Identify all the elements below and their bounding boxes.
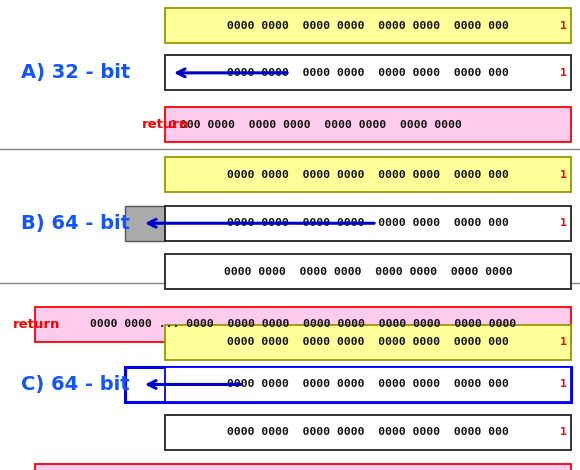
Text: 1: 1 <box>560 337 567 347</box>
FancyBboxPatch shape <box>165 55 571 90</box>
FancyBboxPatch shape <box>35 306 571 342</box>
Text: 0000 0000  0000 0000  0000 0000  0000 000: 0000 0000 0000 0000 0000 0000 0000 000 <box>227 218 509 228</box>
Text: A) 32 - bit: A) 32 - bit <box>21 63 130 82</box>
Text: 1: 1 <box>170 119 177 130</box>
Text: 1: 1 <box>560 170 567 180</box>
Text: C) 64 - bit: C) 64 - bit <box>21 375 130 394</box>
FancyBboxPatch shape <box>165 107 571 142</box>
Text: 0000 0000  0000 0000  0000 0000  0000 000: 0000 0000 0000 0000 0000 0000 0000 000 <box>227 379 509 390</box>
Text: 1: 1 <box>560 68 567 78</box>
FancyBboxPatch shape <box>35 464 571 470</box>
FancyBboxPatch shape <box>165 324 571 360</box>
FancyBboxPatch shape <box>165 367 571 402</box>
Text: 1: 1 <box>560 427 567 438</box>
Text: 0000 0000  0000 0000  0000 0000  0000 000: 0000 0000 0000 0000 0000 0000 0000 000 <box>227 21 509 31</box>
FancyBboxPatch shape <box>165 254 571 289</box>
Text: 0000 0000  0000 0000  0000 0000  0000 0000: 0000 0000 0000 0000 0000 0000 0000 0000 <box>224 266 513 277</box>
FancyBboxPatch shape <box>165 8 571 44</box>
Text: 1: 1 <box>560 218 567 228</box>
Text: return: return <box>142 118 190 131</box>
FancyBboxPatch shape <box>165 157 571 193</box>
Text: 1: 1 <box>560 21 567 31</box>
Text: 000 0000  0000 0000  0000 0000  0000 0000: 000 0000 0000 0000 0000 0000 0000 0000 <box>180 119 462 130</box>
Text: 0000 0000 ... 0000  0000 0000  0000 0000  0000 0000  0000 0000: 0000 0000 ... 0000 0000 0000 0000 0000 0… <box>90 319 516 329</box>
Text: 1: 1 <box>560 379 567 390</box>
FancyBboxPatch shape <box>125 206 165 241</box>
Text: 0000 0000  0000 0000  0000 0000  0000 000: 0000 0000 0000 0000 0000 0000 0000 000 <box>227 68 509 78</box>
Text: 0000 0000  0000 0000  0000 0000  0000 000: 0000 0000 0000 0000 0000 0000 0000 000 <box>227 170 509 180</box>
Text: B) 64 - bit: B) 64 - bit <box>21 214 130 233</box>
Text: 0000 0000  0000 0000  0000 0000  0000 000: 0000 0000 0000 0000 0000 0000 0000 000 <box>227 337 509 347</box>
FancyBboxPatch shape <box>165 415 571 450</box>
FancyBboxPatch shape <box>165 206 571 241</box>
Text: return: return <box>13 318 60 331</box>
Text: 0000 0000  0000 0000  0000 0000  0000 000: 0000 0000 0000 0000 0000 0000 0000 000 <box>227 427 509 438</box>
